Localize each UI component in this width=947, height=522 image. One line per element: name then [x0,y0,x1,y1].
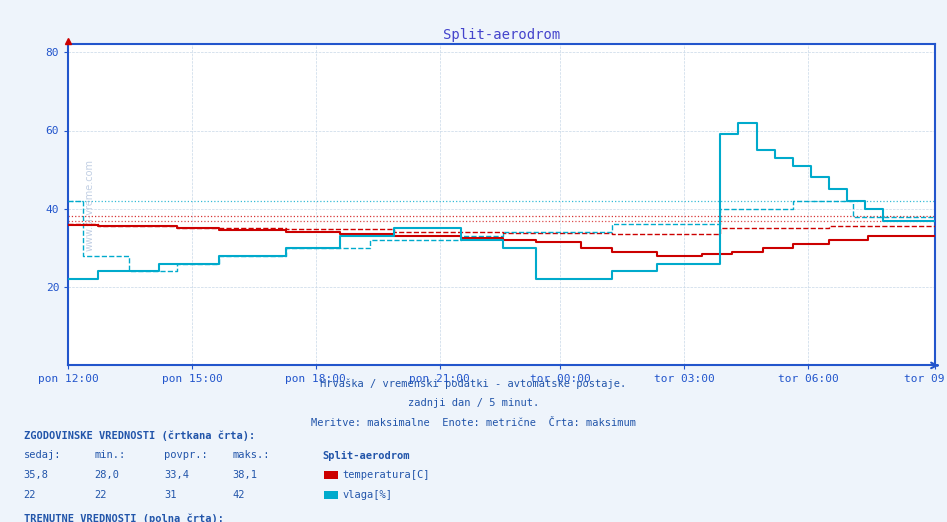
Text: temperatura[C]: temperatura[C] [343,470,430,480]
Text: 33,4: 33,4 [164,470,188,480]
Title: Split-aerodrom: Split-aerodrom [443,28,560,42]
Text: TRENUTNE VREDNOSTI (polna črta):: TRENUTNE VREDNOSTI (polna črta): [24,514,223,522]
Text: maks.:: maks.: [232,450,270,460]
Text: Meritve: maksimalne  Enote: metrične  Črta: maksimum: Meritve: maksimalne Enote: metrične Črta… [311,418,636,428]
Text: ZGODOVINSKE VREDNOSTI (črtkana črta):: ZGODOVINSKE VREDNOSTI (črtkana črta): [24,431,255,441]
Text: min.:: min.: [95,450,126,460]
Text: www.si-vreme.com: www.si-vreme.com [85,159,95,251]
Text: 38,1: 38,1 [232,470,257,480]
Text: 22: 22 [95,490,107,500]
Text: 28,0: 28,0 [95,470,119,480]
Text: 35,8: 35,8 [24,470,48,480]
Text: vlaga[%]: vlaga[%] [343,490,393,500]
Text: 42: 42 [232,490,244,500]
Text: Split-aerodrom: Split-aerodrom [322,450,409,460]
Text: zadnji dan / 5 minut.: zadnji dan / 5 minut. [408,398,539,408]
Text: povpr.:: povpr.: [164,450,207,460]
Text: Hrvaška / vremenski podatki - avtomatske postaje.: Hrvaška / vremenski podatki - avtomatske… [320,378,627,389]
Text: sedaj:: sedaj: [24,450,62,460]
Text: 22: 22 [24,490,36,500]
Text: 31: 31 [164,490,176,500]
